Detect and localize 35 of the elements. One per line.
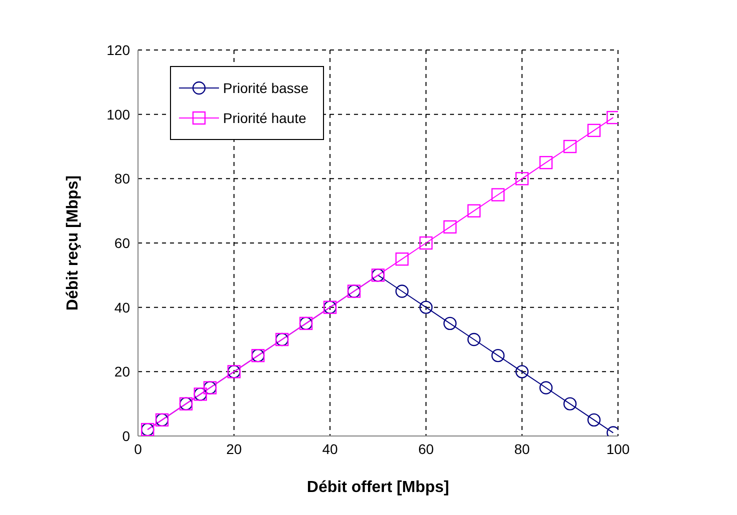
x-tick-label: 60 — [418, 440, 434, 457]
x-tick-label: 40 — [322, 440, 338, 457]
legend-label: Priorité haute — [223, 110, 306, 126]
y-tick-label: 120 — [106, 42, 130, 58]
point — [491, 348, 505, 362]
x-axis-title: Débit offert [Mbps] — [306, 479, 450, 496]
point — [515, 365, 529, 378]
point — [539, 156, 553, 170]
point — [467, 332, 481, 346]
point — [395, 284, 409, 298]
point — [539, 381, 553, 394]
point — [563, 397, 577, 410]
y-tick-label: 60 — [114, 234, 130, 251]
x-tick-label: 0 — [134, 440, 142, 457]
legend-label: Priorité basse — [223, 80, 309, 96]
point — [587, 413, 601, 427]
y-tick-label: 0 — [122, 428, 130, 444]
x-tick-label: 80 — [514, 440, 530, 457]
point — [419, 236, 433, 250]
y-tick-label: 20 — [114, 364, 130, 380]
point — [563, 140, 577, 154]
y-tick-label: 80 — [114, 170, 130, 187]
point — [443, 220, 457, 234]
point — [419, 300, 433, 314]
point — [443, 316, 457, 330]
x-tick-label: 20 — [226, 440, 242, 457]
x-tick-label: 100 — [606, 440, 630, 457]
point — [467, 204, 481, 218]
point — [515, 172, 529, 186]
point — [587, 124, 601, 138]
point — [395, 252, 409, 266]
y-tick-label: 40 — [114, 299, 130, 316]
y-axis-title: Débit reçu [Mbps] — [64, 175, 82, 311]
point — [491, 188, 505, 202]
y-tick-label: 100 — [106, 106, 130, 122]
